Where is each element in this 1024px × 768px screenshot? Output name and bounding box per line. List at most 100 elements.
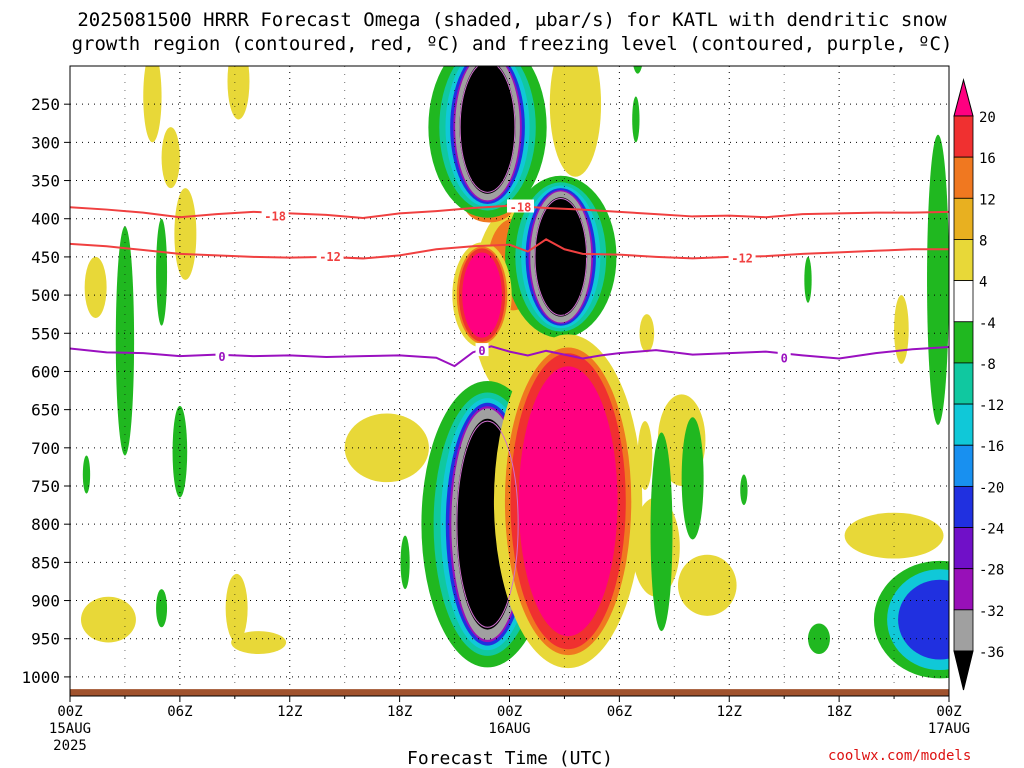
omega-core-outline-2: [456, 420, 519, 628]
contour-line-2: [70, 345, 949, 368]
gridlines: [70, 66, 949, 696]
colorbar-segment-1: [953, 115, 974, 158]
omega-weak-sink-16: [400, 535, 410, 590]
x-tick-date-4: 16AUG: [488, 721, 530, 737]
x-tick-label-2: 12Z: [277, 704, 302, 720]
omega-weak-sink-6: [632, 96, 640, 143]
y-tick-label-650: 650: [31, 401, 60, 420]
omega-feature-5-ring-2: [898, 579, 949, 660]
colorbar-segment-8: [953, 403, 974, 446]
colorbar-segment-3: [953, 197, 974, 240]
x-tick-label-4: 00Z: [497, 704, 522, 720]
contour-label-bg-2: [316, 249, 344, 263]
y-tick-label-1000: 1000: [21, 668, 60, 687]
contour-line-1: [70, 238, 949, 260]
omega-weak-sink-14: [740, 474, 748, 506]
omega-feature-1-ring-6: [534, 197, 588, 317]
omega-weak-rise-2: [161, 127, 180, 189]
x-tick-label-7: 18Z: [826, 704, 851, 720]
credit-text: coolwx.com/models: [828, 748, 972, 764]
omega-weak-sink-0: [174, 0, 200, 20]
contour-label-1: -18: [510, 201, 532, 215]
y-tick-label-500: 500: [31, 286, 60, 305]
contour-label-0: -18: [264, 210, 286, 224]
ground-fill: [70, 689, 949, 696]
colorbar-label-11: -28: [979, 563, 1004, 579]
chart-title-line2: growth region (contoured, red, ºC) and f…: [71, 33, 953, 55]
y-tick-label-750: 750: [31, 477, 60, 496]
colorbar-segment-2: [953, 156, 974, 199]
x-tick-date-0: 15AUG: [49, 721, 91, 737]
omega-weak-rise-3: [174, 188, 197, 280]
y-tick-label-950: 950: [31, 630, 60, 649]
omega-weak-sink-5: [633, 66, 643, 74]
omega-weak-rise-14: [231, 631, 287, 655]
omega-weak-sink-3: [172, 405, 188, 498]
y-tick-label-600: 600: [31, 362, 60, 381]
chart-title: 2025081500 HRRR Forecast Omega (shaded, …: [0, 8, 1024, 56]
colorbar-segment-13: [953, 609, 974, 652]
contour-label-5: 0: [478, 344, 485, 358]
colorbar: 20 16 12 8 4 -4 -8 -12 -16 -20 -24 -28 -32 -36: [953, 78, 1004, 691]
x-tick-label-3: 18Z: [387, 704, 412, 720]
omega-weak-sink-9: [927, 134, 949, 425]
omega-weak-sink-2: [156, 218, 168, 326]
colorbar-label-13: -36: [979, 645, 1004, 661]
omega-feature-0-ring-6: [459, 66, 516, 194]
omega-weak-sink-1: [115, 226, 135, 456]
contour-label-4: 0: [218, 350, 225, 364]
omega-weak-rise-9: [80, 596, 136, 643]
contour-label-bg-1: [506, 199, 534, 213]
omega-weak-sink-8: [650, 432, 673, 632]
omega-weak-sink-15: [804, 256, 812, 303]
omega-weak-rise-5: [549, 66, 602, 177]
omega-weak-rise-0: [143, 66, 162, 143]
y-tick-label-450: 450: [31, 248, 60, 267]
colorbar-top-arrow: [953, 78, 974, 117]
colorbar-label-7: -12: [979, 398, 1004, 414]
contour-label-2: -12: [319, 250, 341, 264]
x-axis-label: Forecast Time (UTC): [407, 748, 613, 768]
colorbar-segment-12: [953, 568, 974, 611]
colorbar-label-8: -16: [979, 439, 1004, 455]
omega-weak-rise-19: [637, 421, 653, 490]
colorbar-label-12: -32: [979, 604, 1004, 620]
omega-weak-rise-16: [894, 295, 909, 364]
x-tick-date-8: 17AUG: [928, 721, 970, 737]
colorbar-label-1: 16: [979, 151, 996, 167]
y-tick-label-800: 800: [31, 515, 60, 534]
omega-weak-rise-1: [227, 66, 250, 120]
contour-label-bg-4: [215, 349, 229, 363]
omega-weak-sink-12: [156, 589, 168, 628]
colorbar-label-10: -24: [979, 522, 1004, 538]
colorbar-label-5: -4: [979, 316, 996, 332]
y-tick-label-400: 400: [31, 210, 60, 229]
colorbar-segment-4: [953, 239, 974, 282]
colorbar-segment-11: [953, 527, 974, 570]
omega-core-outline-0: [459, 66, 516, 193]
y-tick-label-250: 250: [31, 95, 60, 114]
omega-feature-4-ring-3: [462, 252, 502, 338]
colorbar-label-0: 20: [979, 110, 996, 126]
x-tick-label-0: 00Z: [57, 704, 82, 720]
contour-label-6: 0: [781, 352, 788, 366]
omega-weak-rise-13: [677, 554, 737, 616]
chart-title-line1: 2025081500 HRRR Forecast Omega (shaded, …: [77, 9, 947, 31]
omega-weak-sink-7: [681, 417, 704, 540]
contour-label-bg-5: [475, 343, 489, 357]
omega-weak-sink-4: [491, 0, 550, 51]
x-tick-label-1: 06Z: [167, 704, 192, 720]
omega-weak-rise-8: [344, 413, 429, 483]
omega-feature-3-ring-3: [518, 366, 618, 637]
colorbar-segment-9: [953, 444, 974, 487]
omega-shading: [80, 0, 949, 679]
omega-weak-sink-13: [82, 455, 91, 494]
x-tick-year-0: 2025: [53, 738, 87, 754]
colorbar-label-9: -20: [979, 480, 1004, 496]
contour-label-3: -12: [731, 252, 753, 266]
y-tick-label-300: 300: [31, 133, 60, 152]
colorbar-label-4: 4: [979, 275, 987, 291]
contour-label-bg-0: [261, 208, 289, 222]
x-tick-label-6: 12Z: [717, 704, 742, 720]
colorbar-bottom-arrow: [953, 650, 974, 691]
